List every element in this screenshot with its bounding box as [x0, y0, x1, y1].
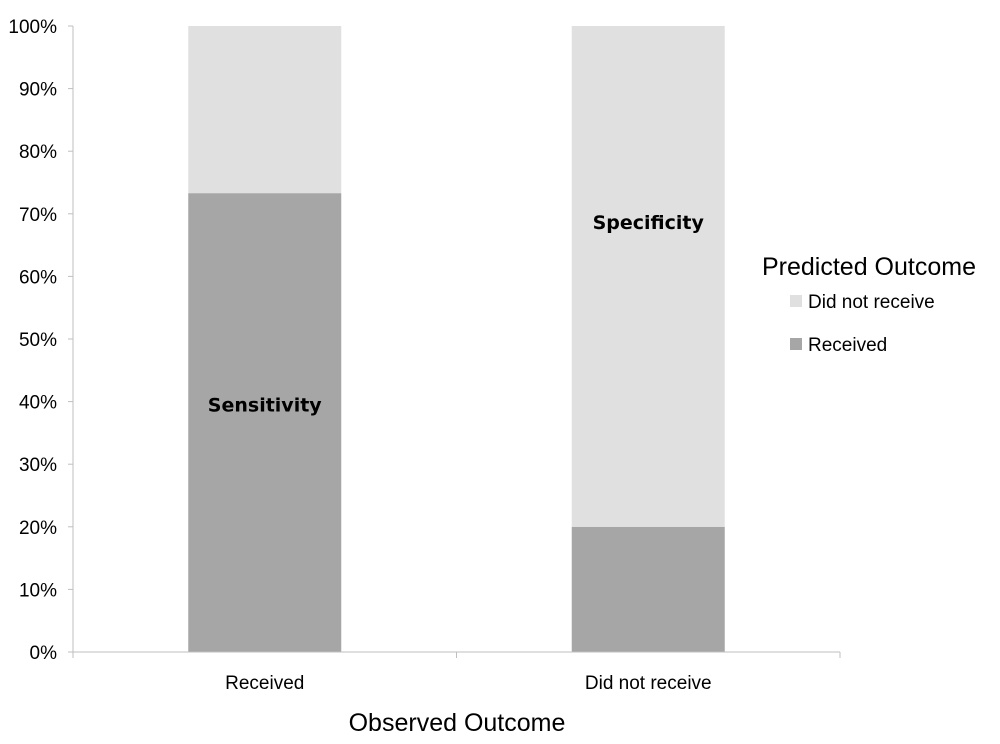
- legend-label-did-not-receive: Did not receive: [808, 292, 935, 313]
- y-tick-labels: 0% 10% 20% 30% 40% 50% 60% 70% 80% 90% 100%: [8, 17, 57, 664]
- y-tick-label: 80%: [19, 142, 57, 163]
- legend-swatch-received: [790, 338, 802, 350]
- y-tick-label: 60%: [19, 267, 57, 288]
- legend-label-received: Received: [808, 335, 887, 356]
- y-tick-label: 10%: [19, 580, 57, 601]
- legend: Predicted Outcome Did not receive Receive…: [762, 253, 976, 356]
- y-tick-label: 90%: [19, 80, 57, 101]
- x-axis-title: Observed Outcome: [349, 709, 566, 737]
- bars-group: [188, 26, 725, 652]
- annotation-specificity: Specificity: [593, 212, 705, 234]
- bar-segment-received-1: [571, 526, 725, 652]
- x-tick-labels: Received Did not receive: [225, 673, 711, 694]
- y-tick-label: 0%: [30, 643, 58, 664]
- y-tick-label: 40%: [19, 393, 57, 414]
- x-tick-label: Received: [225, 673, 304, 694]
- annotation-sensitivity: Sensitivity: [208, 395, 322, 417]
- bar-segment-did-not-receive-0: [188, 26, 342, 194]
- y-tick-label: 100%: [8, 17, 57, 38]
- y-tick-label: 70%: [19, 205, 57, 226]
- legend-swatch-did-not-receive: [790, 295, 802, 307]
- axes-group: [68, 25, 841, 658]
- y-tick-label: 50%: [19, 330, 57, 351]
- y-tick-label: 20%: [19, 518, 57, 539]
- bar-segment-did-not-receive-1: [571, 26, 725, 527]
- x-tick-label: Did not receive: [585, 673, 712, 694]
- bar-segment-received-0: [188, 193, 342, 652]
- y-tick-label: 30%: [19, 455, 57, 476]
- legend-title: Predicted Outcome: [762, 253, 976, 281]
- annotations-group: Sensitivity Specificity: [208, 212, 705, 417]
